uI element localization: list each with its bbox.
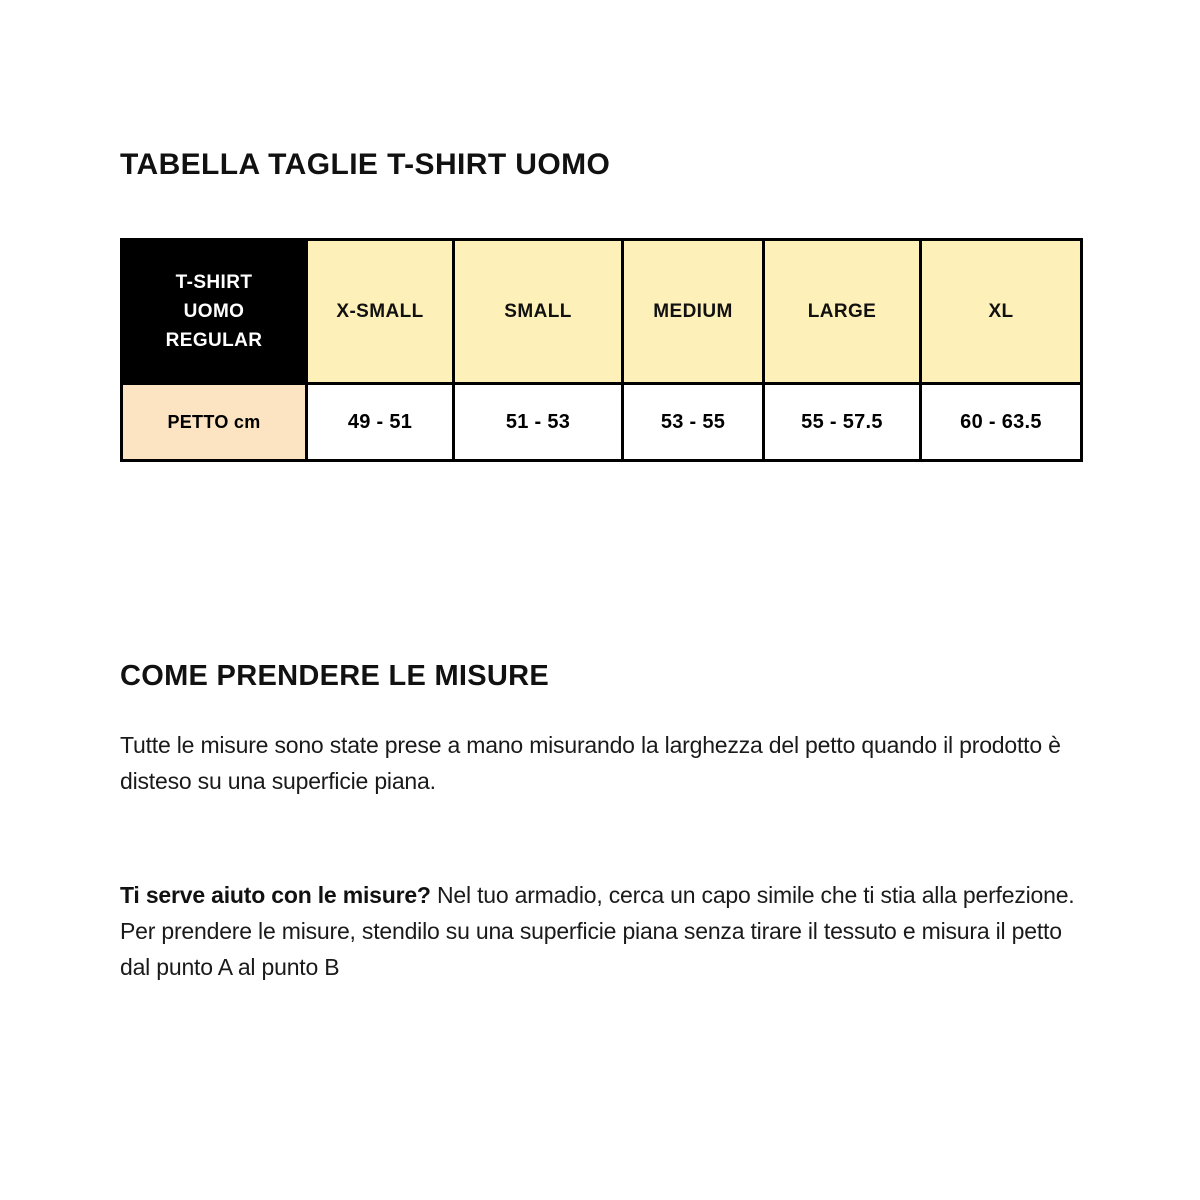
value-xsmall: 49 - 51 bbox=[305, 382, 455, 462]
page-title: TABELLA TAGLIE T-SHIRT UOMO bbox=[120, 148, 611, 181]
help-paragraph: Ti serve aiuto con le misure? Nel tuo ar… bbox=[120, 877, 1080, 985]
section-title: COME PRENDERE LE MISURE bbox=[120, 660, 550, 692]
column-header-large: LARGE bbox=[762, 238, 922, 385]
measure-section: COME PRENDERE LE MISURE Tutte le misure … bbox=[120, 660, 1080, 985]
measure-paragraph: Tutte le misure sono state prese a mano … bbox=[120, 732, 1061, 794]
corner-line-1: T-SHIRT bbox=[175, 272, 253, 293]
table-row-petto: PETTO cm 49 - 51 51 - 53 53 - 55 55 - 57… bbox=[120, 382, 1083, 462]
table-corner-cell: T-SHIRT UOMO REGULAR bbox=[120, 238, 308, 385]
help-paragraph-lead: Ti serve aiuto con le misure? bbox=[120, 882, 431, 908]
size-table: T-SHIRT UOMO REGULAR X-SMALL SMALL MEDIU… bbox=[120, 238, 1083, 462]
value-xl: 60 - 63.5 bbox=[919, 382, 1083, 462]
value-medium: 53 - 55 bbox=[621, 382, 765, 462]
value-small: 51 - 53 bbox=[452, 382, 624, 462]
column-header-xsmall: X-SMALL bbox=[305, 238, 455, 385]
value-large: 55 - 57.5 bbox=[762, 382, 922, 462]
size-table-header-row: T-SHIRT UOMO REGULAR X-SMALL SMALL MEDIU… bbox=[120, 238, 1083, 385]
row-label-petto: PETTO cm bbox=[120, 382, 308, 462]
column-header-small: SMALL bbox=[452, 238, 624, 385]
column-header-medium: MEDIUM bbox=[621, 238, 765, 385]
corner-line-3: REGULAR bbox=[165, 330, 263, 351]
help-paragraph-body: Nel tuo armadio, cerca un capo simile ch… bbox=[120, 882, 1075, 980]
corner-line-2: UOMO bbox=[183, 301, 245, 322]
column-header-xl: XL bbox=[919, 238, 1083, 385]
